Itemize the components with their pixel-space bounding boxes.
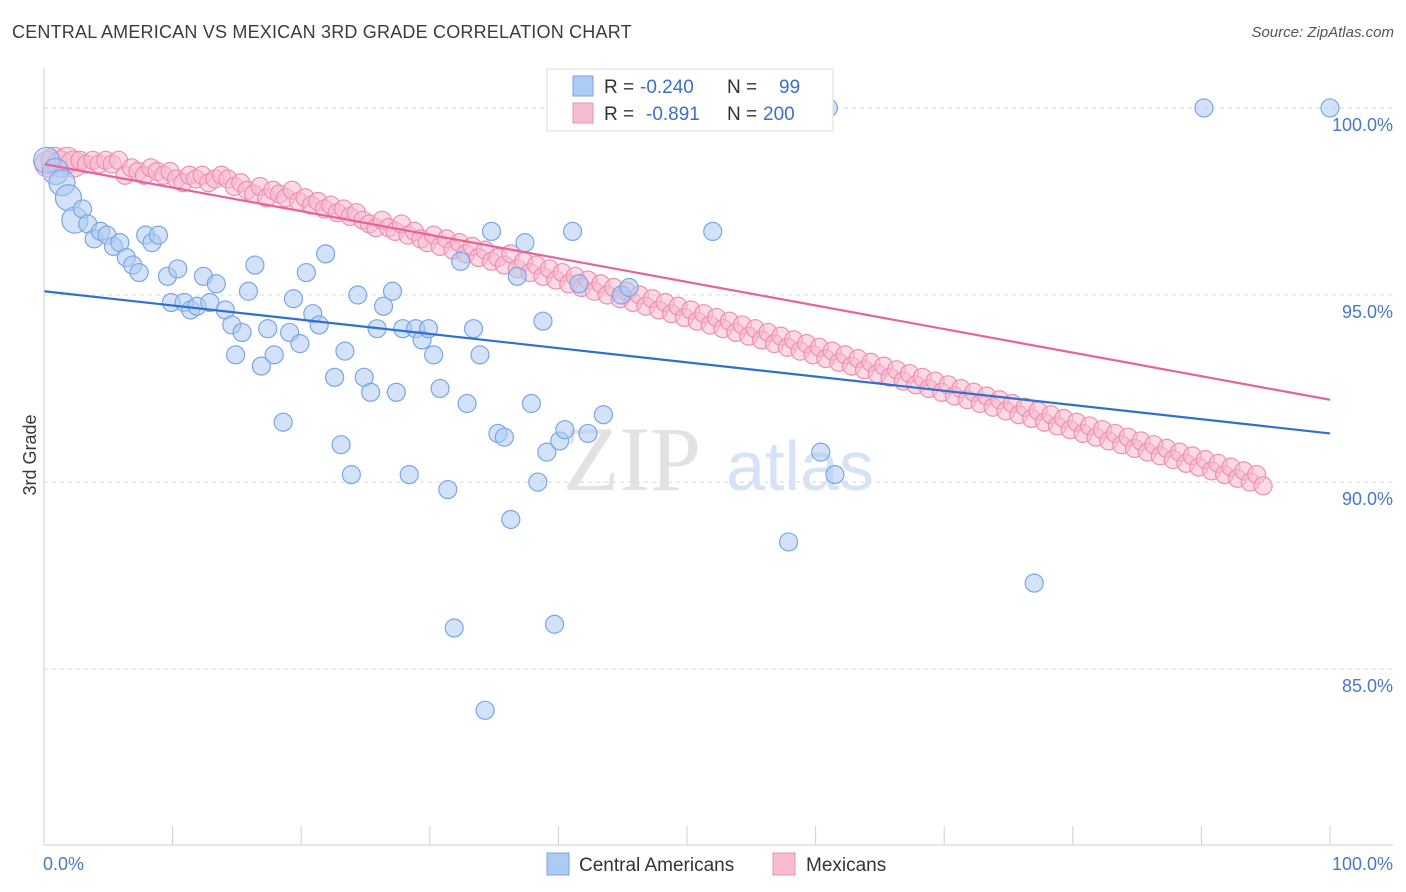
watermark-atlas: atlas — [726, 427, 874, 505]
y-axis-title: 3rd Grade — [20, 414, 40, 495]
central-americans-point-38 — [283, 289, 304, 309]
central-americans-point-82 — [562, 221, 583, 241]
legend-n-label-1: N = — [727, 77, 757, 98]
central-americans-point-85 — [593, 405, 614, 425]
bottom-legend: Central Americans Mexicans — [546, 852, 886, 876]
y-tick-label-2: 90.0% — [1342, 489, 1393, 509]
central-americans-point-33 — [251, 356, 271, 376]
y-tick-label-3: 85.0% — [1342, 676, 1393, 696]
central-americans-point-64 — [451, 251, 471, 271]
legend-r-value-1: -0.240 — [640, 77, 694, 98]
legend-n-value-1: 99 — [779, 77, 800, 98]
central-americans-point-26 — [206, 274, 226, 294]
central-americans-point-20 — [168, 259, 188, 279]
legend-box — [546, 68, 834, 132]
legend-r-value-2: -0.891 — [646, 104, 700, 125]
central-americans-point-63 — [444, 618, 464, 638]
central-americans-point-31 — [238, 281, 259, 301]
central-americans-point-77 — [533, 311, 553, 331]
central-americans-point-95 — [1320, 98, 1340, 118]
central-americans-points — [32, 98, 1340, 720]
central-americans-point-42 — [309, 315, 329, 335]
central-americans-point-90 — [811, 442, 831, 462]
central-americans-point-78 — [537, 442, 557, 462]
central-americans-point-74 — [515, 233, 535, 253]
central-americans-point-66 — [463, 319, 484, 339]
axes — [43, 68, 1393, 846]
central-americans-point-87 — [619, 277, 639, 298]
legend-n-label-2: N = — [727, 104, 757, 125]
central-americans-point-47 — [341, 464, 361, 485]
central-americans-point-75 — [521, 393, 541, 414]
central-americans-point-43 — [316, 244, 336, 264]
central-americans-point-53 — [382, 281, 403, 301]
central-americans-point-79 — [544, 614, 565, 634]
central-americans-trend-line — [43, 290, 1331, 435]
central-americans-point-35 — [264, 345, 284, 365]
central-americans-point-72 — [501, 509, 521, 530]
central-americans-point-40 — [296, 262, 316, 283]
y-tick-label-1: 95.0% — [1342, 302, 1393, 322]
top-legend: R = -0.240 N = 99 R = -0.891 N = 200 — [546, 68, 834, 132]
central-americans-point-34 — [258, 319, 278, 339]
central-americans-point-14 — [129, 262, 149, 283]
central-americans-point-17 — [148, 225, 169, 245]
central-americans-point-91 — [825, 464, 845, 485]
central-americans-point-39 — [290, 334, 310, 354]
central-americans-point-52 — [373, 296, 394, 316]
central-americans-point-65 — [457, 393, 477, 414]
central-americans-point-56 — [399, 464, 419, 485]
central-americans-point-44 — [325, 367, 345, 387]
mexicans-trend-line — [43, 162, 1331, 401]
legend-swatch-pink — [572, 102, 594, 124]
central-americans-point-50 — [361, 382, 381, 402]
central-americans-point-67 — [470, 345, 490, 365]
mexicans-point-189 — [1253, 476, 1273, 496]
central-americans-point-73 — [507, 266, 527, 286]
central-americans-point-94 — [1194, 98, 1214, 118]
central-americans-point-30 — [232, 322, 252, 343]
central-americans-point-89 — [778, 532, 799, 552]
central-americans-point-61 — [430, 378, 450, 399]
central-americans-point-25 — [200, 292, 220, 313]
central-americans-point-46 — [335, 341, 355, 361]
central-americans-point-32 — [245, 255, 265, 275]
central-americans-point-69 — [481, 221, 502, 241]
central-americans-point-60 — [424, 345, 444, 365]
central-americans-point-83 — [569, 274, 589, 294]
source-label: Source: ZipAtlas.com — [1251, 24, 1394, 41]
central-americans-point-68 — [475, 700, 495, 720]
central-americans-point-36 — [273, 412, 293, 432]
central-americans-point-88 — [703, 221, 723, 241]
chart-title: CENTRAL AMERICAN VS MEXICAN 3RD GRADE CO… — [12, 22, 632, 42]
bottom-legend-swatch-pink — [772, 852, 796, 876]
central-americans-point-29 — [226, 345, 246, 365]
central-americans-point-81 — [555, 420, 575, 440]
central-americans-point-84 — [578, 423, 598, 444]
legend-n-value-2: 200 — [763, 104, 795, 125]
x-tick-right: 100.0% — [1332, 854, 1393, 874]
x-tick-left: 0.0% — [43, 854, 84, 874]
bottom-legend-swatch-blue — [546, 852, 570, 876]
central-americans-point-62 — [438, 479, 458, 500]
central-americans-point-93 — [1024, 573, 1044, 593]
central-americans-point-48 — [348, 285, 368, 305]
central-americans-point-45 — [331, 435, 351, 455]
trend-lines — [43, 162, 1331, 435]
watermark-zip: ZIP — [563, 408, 701, 510]
central-americans-point-71 — [494, 427, 514, 447]
legend-r-label-2: R = — [604, 104, 634, 125]
central-americans-point-54 — [386, 382, 406, 402]
bottom-legend-label-pink: Mexicans — [806, 855, 886, 876]
bottom-legend-label-blue: Central Americans — [579, 855, 734, 876]
central-americans-point-76 — [528, 472, 548, 492]
legend-swatch-blue — [572, 75, 594, 97]
y-tick-label-0: 100.0% — [1332, 115, 1393, 135]
legend-r-label-1: R = — [604, 77, 634, 98]
